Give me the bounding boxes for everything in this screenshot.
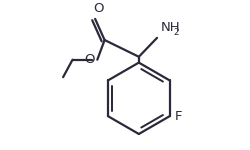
Text: O: O (93, 2, 103, 15)
Text: O: O (84, 53, 94, 66)
Text: 2: 2 (173, 28, 179, 37)
Text: NH: NH (161, 21, 180, 34)
Text: F: F (174, 110, 182, 123)
